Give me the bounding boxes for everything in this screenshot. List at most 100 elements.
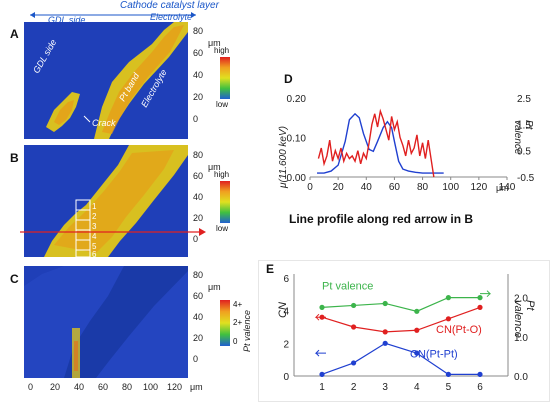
a-unit: μm bbox=[208, 38, 221, 48]
header-electrolyte: Electrolyte bbox=[150, 12, 193, 22]
panel-c-map bbox=[24, 266, 188, 378]
a-ytick-20: 20 bbox=[193, 92, 204, 102]
chart-e: 1 2 3 4 5 6 0 2 4 6 0.0 1.0 2.0 Pt valence CN(Pt-O) CN(… bbox=[283, 274, 528, 393]
c-xtick-20: 20 bbox=[50, 382, 61, 392]
d-xtick-label: 40 bbox=[361, 182, 373, 193]
e-xtick-label: 5 bbox=[446, 382, 452, 393]
c-ytick-0: 0 bbox=[193, 354, 199, 364]
c-unit: μm bbox=[208, 282, 221, 292]
c-ytick-80: 80 bbox=[193, 270, 204, 280]
e-yright-tick: 0.0 bbox=[514, 372, 528, 383]
c-xtick-120: 120 bbox=[167, 382, 183, 392]
b-ytick-60: 60 bbox=[193, 171, 204, 181]
e-series-point-2 bbox=[477, 371, 483, 377]
red-arrow bbox=[20, 228, 206, 236]
e-yleft-tick: 0 bbox=[283, 372, 289, 383]
d-ylabel-right: Pt valence bbox=[512, 120, 534, 155]
a-cbar-high: high bbox=[214, 46, 230, 55]
e-label-cn-pto: CN(Pt-O) bbox=[436, 324, 482, 336]
c-cbar-4: 4+ bbox=[233, 300, 243, 309]
header-gdl-side: GDL side bbox=[48, 15, 86, 25]
d-xtick-label: 140 bbox=[499, 182, 516, 193]
e-xtick-label: 3 bbox=[382, 382, 388, 393]
e-yright-tick: 2.0 bbox=[514, 294, 528, 305]
panel-letter-d: D bbox=[284, 72, 293, 86]
e-xtick-label: 1 bbox=[319, 382, 325, 393]
e-label-pt-valence: Pt valence bbox=[322, 281, 373, 293]
e-series-point-1 bbox=[445, 316, 451, 322]
e-series-point-1 bbox=[351, 324, 357, 330]
box-num-4: 4 bbox=[92, 232, 97, 241]
box-num-2: 2 bbox=[92, 212, 97, 221]
box-num-5: 5 bbox=[92, 242, 97, 251]
c-xtick-40: 40 bbox=[74, 382, 85, 392]
c-xtick-100: 100 bbox=[143, 382, 159, 392]
panel-letter-b: B bbox=[10, 151, 19, 165]
d-yleft-tick: 0.10 bbox=[287, 134, 307, 145]
box-num-6: 6 bbox=[92, 250, 97, 257]
chart-d: 0 20 40 60 80 100 120 140 0.00 0.10 0.20 -0.5 0.5 1.5… bbox=[287, 94, 535, 193]
e-series-point-1 bbox=[414, 327, 420, 333]
d-yright-tick: 2.5 bbox=[517, 94, 531, 105]
e-xtick-label: 6 bbox=[477, 382, 483, 393]
a-ytick-80: 80 bbox=[193, 26, 204, 36]
e-yleft-tick: 2 bbox=[283, 339, 289, 350]
a-ytick-60: 60 bbox=[193, 48, 204, 58]
b-ytick-80: 80 bbox=[193, 150, 204, 160]
c-cbar-0: 0 bbox=[233, 337, 238, 346]
e-series-point-2 bbox=[445, 371, 451, 377]
d-xtick-label: 120 bbox=[471, 182, 488, 193]
box-num-3: 3 bbox=[92, 222, 97, 231]
e-series-point-1 bbox=[477, 304, 483, 310]
e-series-point-2 bbox=[382, 340, 388, 346]
panel-letter-a: A bbox=[10, 27, 19, 41]
e-series-line-0 bbox=[321, 297, 480, 312]
sample-boxes bbox=[75, 199, 91, 257]
e-arrow-left-blue bbox=[314, 349, 326, 357]
a-colorbar bbox=[220, 57, 230, 99]
e-series-point-0 bbox=[351, 302, 357, 309]
a-cbar-low: low bbox=[216, 100, 229, 109]
d-yleft-tick: 0.20 bbox=[287, 94, 307, 105]
d-yright-tick: 0.5 bbox=[517, 147, 531, 158]
d-xtick-label: 0 bbox=[307, 182, 313, 193]
e-series-point-1 bbox=[382, 329, 388, 335]
e-series-point-0 bbox=[477, 295, 483, 301]
d-xunit: μm bbox=[496, 183, 509, 193]
e-series-point-0 bbox=[319, 304, 325, 310]
panel-letter-e: E bbox=[266, 262, 275, 276]
b-ytick-20: 20 bbox=[193, 213, 204, 223]
panel-letter-c: C bbox=[10, 272, 19, 286]
e-ylabel-right: Pt valence bbox=[512, 300, 536, 338]
e-xtick-label: 4 bbox=[414, 382, 420, 393]
d-series-1 bbox=[317, 108, 435, 178]
d-caption: Line profile along red arrow in B bbox=[289, 212, 474, 226]
header-arrow bbox=[30, 12, 196, 18]
d-yright-tick: -0.5 bbox=[517, 173, 535, 184]
e-series-point-0 bbox=[414, 308, 420, 314]
b-colorbar bbox=[220, 181, 230, 223]
e-series-line-2 bbox=[321, 342, 480, 375]
e-arrow-right bbox=[480, 290, 492, 298]
e-label-cn-ptpt: CN(Pt-Pt) bbox=[410, 349, 458, 361]
panel-a-map: GDL side Pt band Electrolyte Crack bbox=[24, 22, 188, 139]
d-series-0 bbox=[317, 112, 444, 174]
e-series-point-2 bbox=[351, 360, 357, 366]
c-cbar-2: 2+ bbox=[233, 318, 243, 327]
c-ytick-60: 60 bbox=[193, 291, 204, 301]
d-yright-tick: 1.5 bbox=[517, 120, 531, 131]
e-arrow-left-red bbox=[314, 313, 326, 321]
panel-b-map: 1 2 3 4 5 6 bbox=[24, 145, 188, 257]
c-ytick-40: 40 bbox=[193, 312, 204, 322]
c-xtick-80: 80 bbox=[122, 382, 133, 392]
c-xtick-60: 60 bbox=[98, 382, 109, 392]
a-ytick-0: 0 bbox=[193, 114, 199, 124]
c-xunit: μm bbox=[190, 382, 203, 392]
b-unit: μm bbox=[208, 162, 221, 172]
d-xtick-label: 80 bbox=[417, 182, 429, 193]
d-xtick-label: 20 bbox=[333, 182, 345, 193]
b-cbar-high: high bbox=[214, 170, 230, 179]
e-series-point-0 bbox=[445, 295, 451, 301]
b-cbar-low: low bbox=[216, 224, 229, 233]
d-ylabel-left: μ(11.600 keV) bbox=[278, 126, 289, 188]
